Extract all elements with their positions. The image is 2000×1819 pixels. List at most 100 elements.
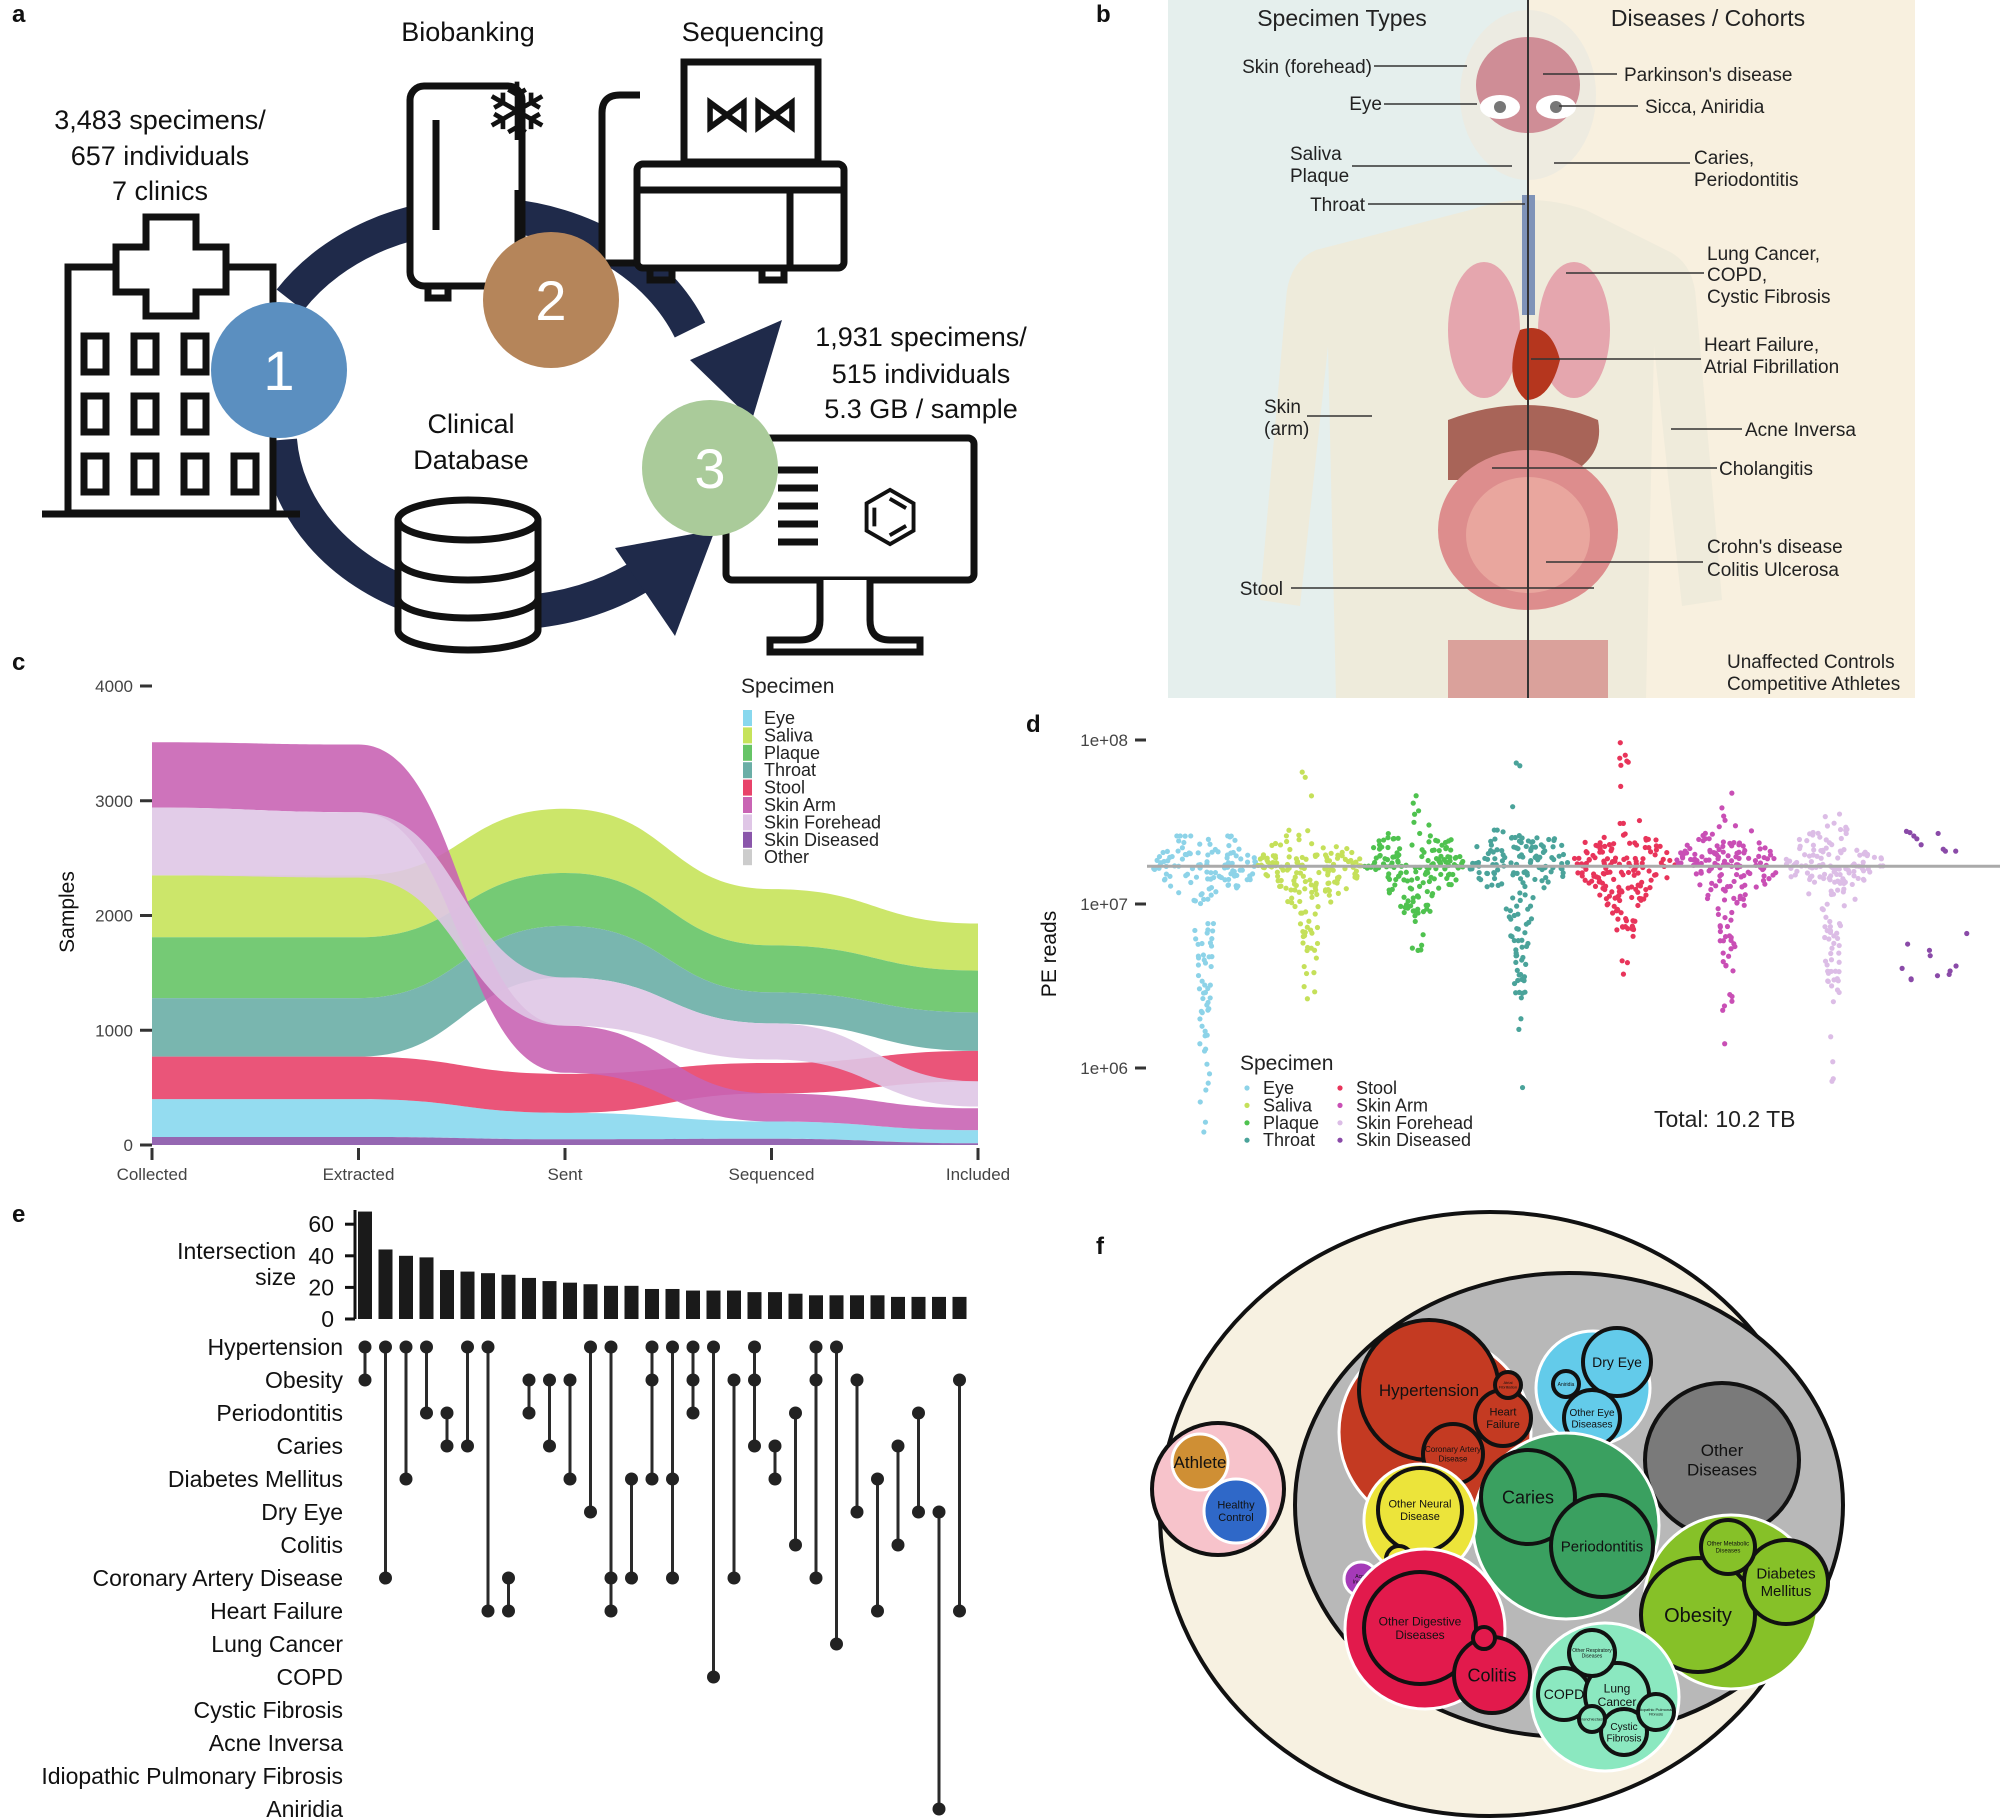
intersection-dot <box>809 1571 823 1585</box>
panel-e-upset-plot: Intersection size 0 20 40 60 Hypertension Ob… <box>41 1210 967 1819</box>
data-point <box>1427 833 1433 839</box>
intersection-bar <box>481 1273 495 1319</box>
data-point <box>1631 872 1637 878</box>
disease-label-acne-inversa: Acne Inversa <box>1745 420 1856 441</box>
data-point <box>1224 855 1230 861</box>
data-point <box>1947 968 1953 974</box>
data-point <box>1576 855 1582 861</box>
data-point <box>1413 793 1419 799</box>
data-point <box>1277 883 1283 890</box>
data-point <box>1862 849 1868 855</box>
legend-swatch-skin-forehead <box>743 814 752 831</box>
disease-label-heart-failure: Heart Failure, <box>1704 335 1819 356</box>
set-label-colitis: Colitis <box>280 1532 343 1558</box>
data-point <box>1918 842 1924 848</box>
data-point <box>1419 942 1425 948</box>
data-point <box>1385 844 1391 851</box>
intersection-bar <box>665 1288 680 1319</box>
data-point <box>1804 870 1811 876</box>
data-point <box>1446 871 1453 877</box>
data-point <box>1834 930 1840 936</box>
intersection-bar <box>501 1274 516 1319</box>
data-point <box>1201 1129 1207 1135</box>
data-point <box>1299 910 1305 916</box>
data-point <box>1651 872 1658 878</box>
data-point <box>1627 840 1633 846</box>
data-point <box>1206 1071 1213 1077</box>
data-point <box>1719 805 1725 811</box>
data-point <box>1617 755 1623 761</box>
intersection-dot <box>891 1538 905 1552</box>
intersection-column <box>809 1340 823 1585</box>
data-point <box>1385 835 1391 841</box>
data-point <box>1410 899 1416 905</box>
intersection-dot <box>830 1340 843 1354</box>
band-saliva <box>152 808 978 971</box>
data-point <box>1425 902 1431 908</box>
data-point <box>1200 995 1206 1002</box>
data-point <box>1722 1041 1728 1047</box>
intersection-dot <box>399 1340 413 1354</box>
data-point <box>1824 823 1831 829</box>
step-2-label: 2 <box>535 269 566 332</box>
set-label-idiopathic-pulmonary-fibrosis: Idiopathic Pulmonary Fibrosis <box>41 1763 343 1789</box>
data-point <box>1488 838 1494 844</box>
data-point <box>1840 876 1846 882</box>
data-point <box>1414 908 1420 914</box>
data-point <box>1160 849 1166 856</box>
circle-label-atrial-fibrillation: Atrial <box>1503 1380 1512 1385</box>
intersection-dot <box>502 1604 515 1618</box>
data-point <box>1520 854 1526 860</box>
data-point <box>1513 990 1519 996</box>
intersection-dot <box>850 1505 864 1519</box>
intersection-dot <box>686 1340 700 1354</box>
data-point <box>1411 819 1417 825</box>
intersection-column <box>358 1340 372 1387</box>
data-point <box>1530 895 1536 901</box>
intersection-bar <box>399 1255 413 1319</box>
data-point <box>1586 857 1592 863</box>
beeswarm-group-skin-diseased <box>1899 828 1970 983</box>
data-point <box>1177 833 1183 839</box>
legend-dot-throat <box>1244 1137 1250 1143</box>
circle-label-aniridia: Aniridia <box>1558 1382 1575 1388</box>
data-point <box>1518 995 1524 1001</box>
circle-label-copd: COPD <box>1544 1686 1584 1702</box>
data-point <box>1304 996 1311 1002</box>
data-point <box>1818 855 1824 861</box>
data-point <box>1491 875 1498 882</box>
data-point <box>1409 842 1415 848</box>
data-point <box>1529 844 1535 850</box>
intersection-column <box>891 1439 905 1552</box>
data-point <box>1392 882 1398 888</box>
intersection-dot <box>707 1340 720 1354</box>
intersection-dot <box>440 1406 454 1420</box>
arrowhead-icon <box>690 320 782 420</box>
data-point <box>1657 843 1663 849</box>
data-point <box>1495 867 1501 873</box>
intersection-dot <box>891 1439 905 1453</box>
data-point <box>1413 869 1419 875</box>
c-x-tick-label: Sent <box>548 1165 583 1184</box>
intersection-column <box>850 1373 864 1519</box>
legend-label-other: Other <box>764 847 809 867</box>
panel-b-body-map: Specimen Types Diseases / Cohorts Skin (… <box>1168 0 1915 698</box>
data-point <box>1183 873 1189 879</box>
other-respiratory-diseases-circle <box>1567 1628 1617 1678</box>
data-point <box>1551 836 1558 842</box>
data-point <box>1208 892 1214 898</box>
data-point <box>1202 960 1209 966</box>
data-point <box>1820 907 1826 913</box>
data-point <box>1831 940 1837 946</box>
data-point <box>1620 971 1627 977</box>
data-point <box>1615 907 1621 913</box>
intersection-column <box>440 1406 454 1453</box>
data-point <box>1715 906 1721 912</box>
data-point <box>1492 856 1498 862</box>
data-point <box>1707 847 1713 853</box>
data-point <box>1641 896 1647 902</box>
circle-label-idiopathic-pulmonary-fibrosis: Idiopathic Pulmonary <box>1637 1707 1674 1712</box>
data-point <box>1802 852 1808 858</box>
data-point <box>1518 839 1524 846</box>
data-point <box>1639 860 1645 866</box>
